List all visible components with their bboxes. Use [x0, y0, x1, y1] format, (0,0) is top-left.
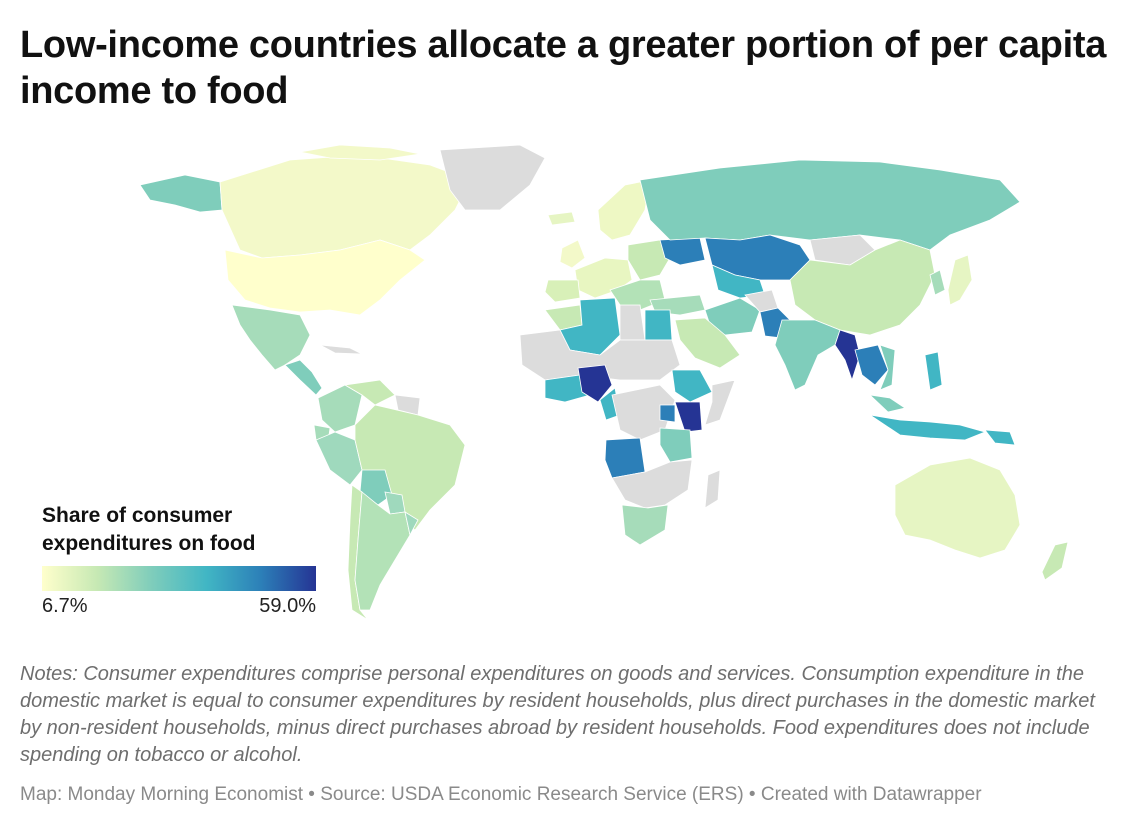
country-central-america[interactable]	[284, 359, 323, 396]
country-alaska[interactable]	[139, 174, 223, 213]
country-cuba[interactable]	[319, 344, 363, 355]
country-indonesia[interactable]	[869, 414, 987, 441]
country-uganda[interactable]	[659, 404, 676, 423]
region-asia	[639, 159, 1021, 446]
country-iberia[interactable]	[544, 279, 581, 303]
country-japan[interactable]	[947, 254, 973, 306]
country-malaysia[interactable]	[868, 394, 906, 413]
country-argentina[interactable]	[354, 491, 411, 611]
chart-title: Low-income countries allocate a greater …	[20, 24, 1107, 112]
country-angola[interactable]	[604, 437, 646, 479]
country-ethiopia[interactable]	[671, 369, 713, 403]
country-vietnam[interactable]	[879, 344, 896, 391]
country-somalia[interactable]	[704, 379, 736, 426]
country-canada[interactable]	[219, 154, 471, 259]
legend-title: Share of consumer expenditures on food	[42, 504, 256, 555]
country-new-zealand[interactable]	[1041, 541, 1069, 581]
country-iceland[interactable]	[547, 211, 576, 226]
legend-color-scale	[42, 566, 316, 591]
region-oceania	[894, 457, 1069, 581]
country-papua[interactable]	[984, 429, 1016, 446]
country-uruguay[interactable]	[404, 511, 419, 537]
map-svg	[139, 144, 1069, 621]
chart-footer: Map: Monday Morning Economist • Source: …	[20, 784, 982, 805]
country-libya[interactable]	[619, 304, 646, 341]
country-uk-ireland[interactable]	[559, 239, 586, 269]
country-greenland[interactable]	[439, 144, 546, 211]
legend-min-label: 6.7%	[42, 595, 88, 617]
country-canada-islands[interactable]	[299, 144, 421, 161]
country-southern-africa[interactable]	[611, 459, 693, 509]
color-legend: Share of consumer expenditures on food 6…	[42, 502, 332, 619]
country-india[interactable]	[774, 319, 841, 391]
country-paraguay[interactable]	[384, 491, 406, 515]
country-egypt[interactable]	[644, 309, 673, 341]
country-south-africa[interactable]	[621, 504, 669, 546]
country-australia[interactable]	[894, 457, 1021, 559]
country-korea[interactable]	[929, 269, 946, 296]
chart-notes: Notes: Consumer expenditures comprise pe…	[20, 663, 1095, 766]
region-africa	[519, 297, 736, 546]
world-choropleth-map	[0, 140, 1140, 640]
country-madagascar[interactable]	[704, 469, 721, 509]
country-kenya[interactable]	[674, 401, 703, 433]
country-philippines[interactable]	[924, 351, 943, 391]
region-south-america	[313, 379, 466, 621]
country-nigeria[interactable]	[577, 364, 613, 403]
legend-labels: 6.7% 59.0%	[42, 593, 316, 619]
country-west-africa[interactable]	[544, 374, 591, 403]
region-north-america	[139, 144, 546, 396]
country-russia[interactable]	[639, 159, 1021, 251]
country-saudi-arabia[interactable]	[674, 317, 741, 369]
country-venezuela[interactable]	[343, 379, 396, 406]
country-bolivia[interactable]	[359, 469, 393, 506]
country-myanmar[interactable]	[834, 329, 861, 382]
country-united-states[interactable]	[224, 239, 426, 316]
region-europe	[544, 179, 706, 316]
country-thailand-laos[interactable]	[854, 344, 889, 386]
country-tanzania[interactable]	[659, 427, 693, 463]
legend-max-label: 59.0%	[259, 595, 316, 617]
country-scandinavia[interactable]	[597, 179, 651, 241]
